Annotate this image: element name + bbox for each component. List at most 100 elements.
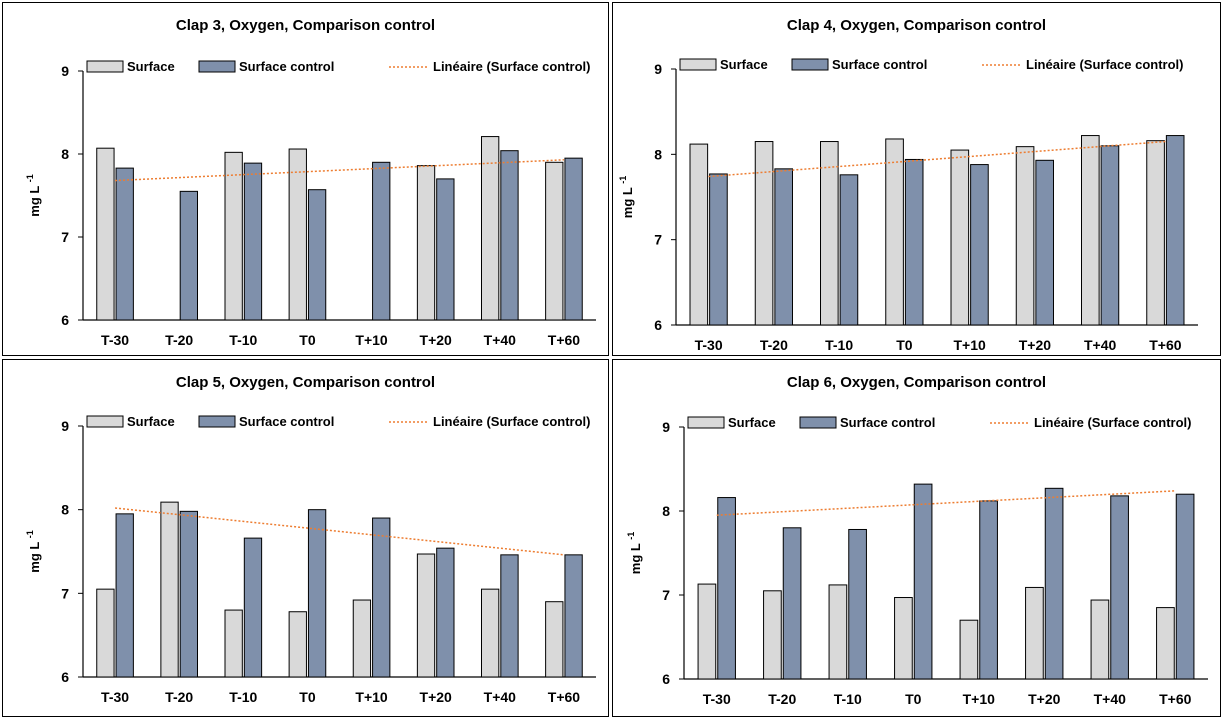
y-axis-label: mg L -1 [25,174,42,216]
legend-label-trendline: Linéaire (Surface control) [433,59,590,74]
bar-surface-control [970,164,989,326]
bar-surface [1015,146,1035,326]
legend-swatch-surface-control [198,60,236,73]
legend-label-surface-control: Surface control [840,415,935,430]
y-tick-label: 8 [61,502,69,518]
y-tick-label: 6 [61,312,69,328]
bar-surface [1156,607,1175,680]
x-tick-label: T+60 [548,332,581,348]
legend-label-surface-control: Surface control [832,57,927,72]
legend-swatch-surface [679,58,717,71]
x-tick-label: T-20 [165,689,193,705]
legend-swatch-surface [687,416,725,429]
y-tick-label: 9 [662,419,670,435]
chart-svg: Clap 5, Oxygen, Comparison control 6 7 8 9 mg… [2,359,609,717]
x-tick-label: T-10 [834,691,862,707]
x-tick-label: T0 [299,332,316,348]
x-tick-label: T+60 [1149,337,1182,353]
chart-svg: Clap 3, Oxygen, Comparison control 6 7 8 9 mg… [2,2,609,356]
bar-surface [689,143,709,326]
bar-surface-control [1044,487,1064,680]
bar-surface [288,611,307,678]
bar-surface [545,161,564,321]
y-tick-label: 8 [61,146,69,162]
bar-surface [480,136,500,321]
bar-surface-control [1035,159,1054,326]
chart-title: Clap 6, Oxygen, Comparison control [787,374,1046,391]
bar-surface-control [372,161,391,321]
chart-panel-clap-6: Clap 6, Oxygen, Comparison control 6 7 8 9 mg… [612,359,1221,717]
bar-surface-control [243,537,263,678]
bar-surface [416,165,436,321]
trendline [114,507,565,556]
x-tick-label: T+10 [953,337,986,353]
bar-surface [416,553,436,678]
bar-surface-control [979,500,998,680]
x-tick-label: T0 [299,689,316,705]
y-tick-label: 8 [662,503,670,519]
x-tick-label: T+40 [484,689,517,705]
legend-label-trendline: Linéaire (Surface control) [1026,57,1183,72]
bar-surface-control [436,547,455,678]
bar-surface [545,601,564,678]
legend-swatch-surface-control [791,58,829,71]
chart-panel-clap-5: Clap 5, Oxygen, Comparison control 6 7 8 9 mg… [2,359,609,717]
legend-swatch-surface [86,60,124,73]
bar-surface-control [179,510,199,678]
x-tick-label: T-20 [165,332,193,348]
bar-surface [352,599,372,678]
legend-label-trendline: Linéaire (Surface control) [1034,415,1191,430]
bar-surface [1081,135,1100,326]
bar-surface [288,148,307,321]
y-tick-label: 9 [61,418,69,434]
x-tick-label: T-30 [695,337,723,353]
chart-title: Clap 4, Oxygen, Comparison control [787,17,1046,34]
bar-surface-control [1165,135,1185,326]
legend-label-surface: Surface [127,414,175,429]
bar-surface [885,138,904,326]
chart-panel-clap-3: Clap 3, Oxygen, Comparison control 6 7 8 9 mg… [2,2,609,356]
y-tick-label: 6 [654,317,662,333]
y-tick-label: 9 [61,63,69,79]
y-tick-label: 6 [662,671,670,687]
y-tick-label: 7 [662,587,670,603]
bar-surface-control [500,554,519,678]
x-tick-label: T0 [896,337,913,353]
bar-surface [820,141,839,326]
chart-svg: Clap 4, Oxygen, Comparison control 6 7 8 9 mg… [612,2,1221,356]
bar-surface [763,590,782,680]
bar-surface-control [243,162,263,321]
x-tick-label: T+10 [355,332,388,348]
y-tick-label: 7 [654,232,662,248]
legend-label-trendline: Linéaire (Surface control) [433,414,590,429]
y-axis-label: mg L -1 [626,532,643,574]
y-tick-label: 7 [61,585,69,601]
bar-surface-control [848,528,867,680]
bar-surface-control [782,527,802,680]
x-tick-label: T-20 [760,337,788,353]
x-tick-label: T-10 [229,332,257,348]
chart-title: Clap 5, Oxygen, Comparison control [176,374,435,391]
x-tick-label: T+20 [1028,691,1061,707]
bar-surface-control [1110,495,1129,680]
x-tick-label: T-30 [101,689,129,705]
y-tick-label: 9 [654,61,662,77]
bar-surface [697,583,717,680]
x-tick-label: T+20 [420,689,453,705]
x-tick-label: T+60 [1159,691,1192,707]
trendline [115,159,564,182]
bar-surface-control [913,483,933,680]
bar-surface-control [839,174,859,326]
bar-surface [224,151,243,321]
bar-surface-control [500,150,519,321]
chart-svg: Clap 6, Oxygen, Comparison control 6 7 8 9 mg… [612,359,1221,717]
bar-surface [894,597,913,680]
legend-swatch-surface-control [198,415,236,428]
y-tick-label: 6 [61,669,69,685]
x-tick-label: T-20 [768,691,796,707]
bar-surface-control [372,517,391,678]
legend-label-surface-control: Surface control [239,414,334,429]
x-tick-label: T-10 [825,337,853,353]
bar-surface [480,588,500,678]
